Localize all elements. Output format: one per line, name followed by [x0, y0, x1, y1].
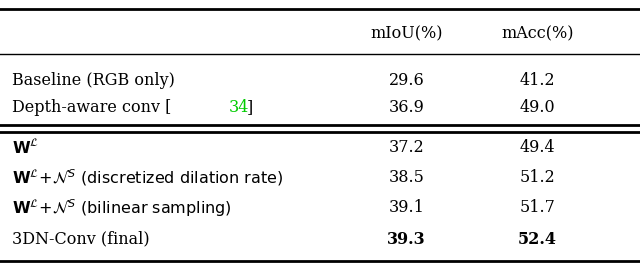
- Text: 29.6: 29.6: [388, 72, 424, 89]
- Text: 38.5: 38.5: [388, 169, 424, 186]
- Text: Depth-aware conv [: Depth-aware conv [: [12, 99, 171, 116]
- Text: 39.3: 39.3: [387, 231, 426, 248]
- Text: $\mathbf{W}^{\mathcal{L}}\!+\!\mathcal{N}^{S}$ (bilinear sampling): $\mathbf{W}^{\mathcal{L}}\!+\!\mathcal{N…: [12, 197, 231, 218]
- Text: $\mathbf{W}^{\mathcal{L}}\!+\!\mathcal{N}^{S}$ (discretized dilation rate): $\mathbf{W}^{\mathcal{L}}\!+\!\mathcal{N…: [12, 167, 283, 188]
- Text: ]: ]: [246, 99, 253, 116]
- Text: 3DN-Conv (final): 3DN-Conv (final): [12, 231, 149, 248]
- Text: mIoU(%): mIoU(%): [370, 25, 443, 42]
- Text: 49.4: 49.4: [520, 139, 556, 156]
- Text: 51.2: 51.2: [520, 169, 556, 186]
- Text: 49.0: 49.0: [520, 99, 556, 116]
- Text: 51.7: 51.7: [520, 199, 556, 216]
- Text: 41.2: 41.2: [520, 72, 556, 89]
- Text: 36.9: 36.9: [388, 99, 424, 116]
- Text: 52.4: 52.4: [518, 231, 557, 248]
- Text: Baseline (RGB only): Baseline (RGB only): [12, 72, 174, 89]
- Text: 37.2: 37.2: [388, 139, 424, 156]
- Text: mAcc(%): mAcc(%): [501, 25, 574, 42]
- Text: 39.1: 39.1: [388, 199, 424, 216]
- Text: 34: 34: [229, 99, 250, 116]
- Text: $\mathbf{W}^{\mathcal{L}}$: $\mathbf{W}^{\mathcal{L}}$: [12, 138, 38, 157]
